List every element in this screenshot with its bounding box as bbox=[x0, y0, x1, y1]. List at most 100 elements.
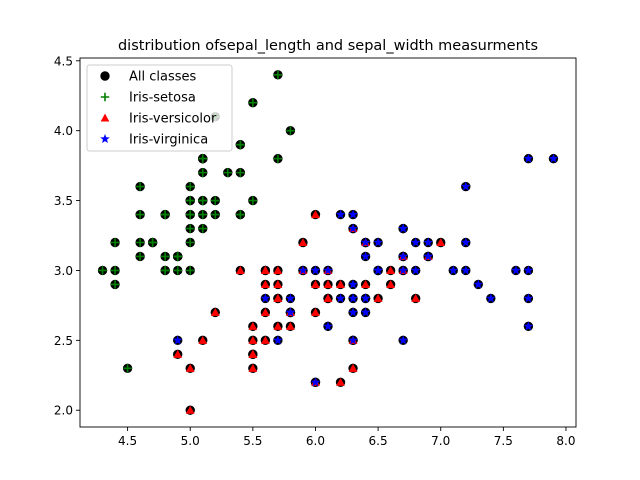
data-point bbox=[410, 265, 421, 275]
x-tick-label: 4.5 bbox=[118, 434, 137, 448]
data-point bbox=[198, 224, 207, 233]
x-tick-label: 7.0 bbox=[431, 434, 450, 448]
data-point bbox=[336, 280, 345, 288]
data-point bbox=[235, 266, 245, 274]
data-point bbox=[473, 279, 484, 289]
data-point bbox=[186, 224, 195, 233]
data-point bbox=[398, 335, 408, 345]
data-point bbox=[360, 293, 371, 303]
data-point bbox=[311, 210, 320, 219]
data-point bbox=[323, 321, 333, 331]
data-point bbox=[260, 293, 271, 303]
data-point bbox=[185, 405, 195, 414]
x-tick-label: 5.0 bbox=[181, 434, 200, 448]
data-point bbox=[323, 280, 333, 288]
legend-marker bbox=[100, 71, 110, 81]
legend-label: Iris-versicolor bbox=[129, 112, 217, 127]
legend-label: Iris-virginica bbox=[129, 133, 208, 148]
data-point bbox=[348, 279, 358, 289]
data-point bbox=[286, 126, 295, 135]
y-tick-label: 4.0 bbox=[54, 124, 73, 138]
data-point bbox=[548, 153, 559, 163]
axes-frame bbox=[79, 57, 577, 428]
legend-label: All classes bbox=[129, 70, 197, 85]
data-point bbox=[273, 266, 283, 274]
data-point bbox=[298, 238, 308, 247]
data-point bbox=[373, 294, 383, 302]
data-point bbox=[160, 252, 170, 261]
data-point bbox=[248, 349, 258, 358]
legend: All classes Iris-setosa Iris-versicolor Iri… bbox=[86, 64, 233, 152]
data-point bbox=[398, 251, 408, 261]
data-point bbox=[523, 265, 534, 275]
data-point bbox=[310, 377, 321, 387]
legend-label: Iris-setosa bbox=[129, 91, 196, 106]
data-point bbox=[135, 252, 145, 261]
data-point bbox=[98, 266, 107, 275]
data-point bbox=[236, 168, 245, 177]
data-point bbox=[486, 293, 496, 303]
data-point bbox=[423, 251, 433, 261]
data-point bbox=[348, 363, 358, 372]
data-point bbox=[223, 168, 232, 177]
data-point bbox=[273, 335, 283, 345]
data-point bbox=[248, 335, 258, 344]
data-point bbox=[260, 266, 270, 274]
data-point bbox=[523, 293, 534, 303]
data-point bbox=[260, 307, 270, 316]
data-point bbox=[186, 210, 195, 219]
data-point bbox=[123, 364, 132, 373]
data-point bbox=[273, 70, 283, 79]
data-point bbox=[360, 307, 371, 317]
data-point bbox=[285, 293, 296, 303]
data-point bbox=[236, 140, 245, 149]
data-point bbox=[186, 182, 195, 191]
data-point bbox=[310, 265, 321, 275]
data-point bbox=[361, 280, 370, 288]
data-point bbox=[448, 265, 459, 275]
data-point bbox=[348, 223, 358, 233]
data-point bbox=[348, 335, 358, 345]
data-point bbox=[360, 237, 371, 247]
data-point bbox=[135, 210, 145, 219]
data-point bbox=[423, 237, 433, 247]
data-point bbox=[198, 196, 207, 205]
data-point bbox=[311, 307, 320, 316]
chart-title: distribution ofsepal_length and sepal_wi… bbox=[118, 38, 538, 54]
data-point bbox=[173, 349, 183, 358]
legend-marker bbox=[100, 92, 110, 102]
data-point bbox=[173, 252, 182, 261]
x-tick-label: 6.5 bbox=[369, 434, 388, 448]
data-point bbox=[336, 377, 345, 386]
y-tick-label: 3.5 bbox=[54, 194, 73, 208]
data-point bbox=[348, 307, 358, 317]
x-tick-label: 7.5 bbox=[494, 434, 513, 448]
data-point bbox=[211, 210, 220, 219]
series-iris-virginica bbox=[172, 153, 559, 387]
data-point bbox=[511, 265, 521, 275]
data-point bbox=[198, 168, 207, 177]
data-point bbox=[110, 238, 120, 247]
data-point bbox=[323, 294, 333, 302]
data-point bbox=[436, 238, 446, 247]
data-point bbox=[186, 266, 195, 275]
data-point bbox=[398, 223, 408, 233]
data-point bbox=[273, 294, 283, 302]
data-point bbox=[398, 265, 408, 275]
x-tick-label: 6.0 bbox=[306, 434, 325, 448]
data-point bbox=[373, 265, 383, 275]
data-point bbox=[211, 196, 220, 205]
data-point bbox=[160, 266, 170, 275]
data-point bbox=[198, 154, 207, 163]
data-point bbox=[323, 265, 333, 275]
data-point bbox=[311, 280, 320, 288]
data-point bbox=[411, 294, 421, 302]
data-point bbox=[461, 265, 471, 275]
data-point bbox=[135, 238, 145, 247]
legend-marker bbox=[100, 113, 110, 122]
data-point bbox=[360, 251, 371, 261]
data-point bbox=[298, 265, 308, 275]
data-point bbox=[348, 293, 358, 303]
data-point bbox=[110, 266, 120, 275]
